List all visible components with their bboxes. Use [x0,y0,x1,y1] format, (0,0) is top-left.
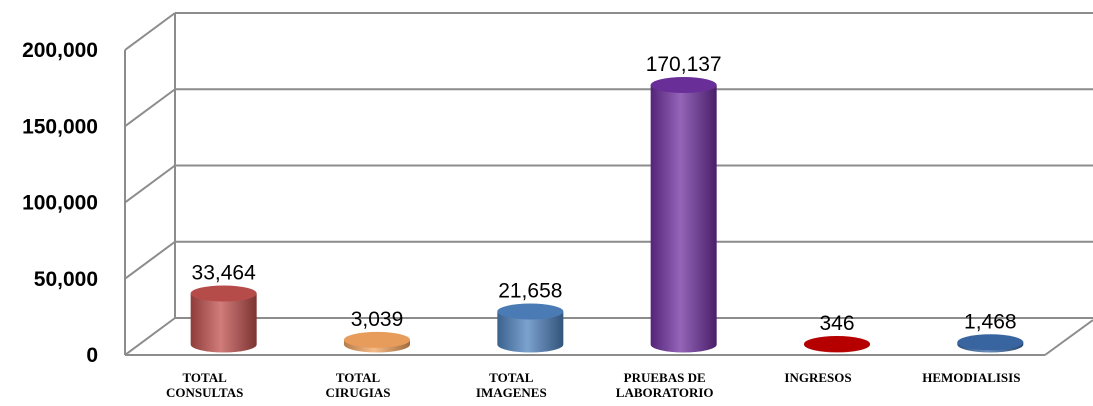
bar-body [650,85,717,353]
gridline-side [124,88,176,128]
chart-gridlines [124,12,1093,356]
bar-top [497,303,564,320]
bar [804,335,870,353]
x-tick-label: TOTAL [183,370,228,385]
floor-right-edge [1044,319,1093,356]
x-tick-label: INGRESOS [784,370,851,385]
y-tick-label: 150,000 [22,115,98,138]
bar-top [804,335,870,352]
y-tick-label: 50,000 [34,268,98,291]
data-label: 346 [819,312,854,335]
data-label: 21,658 [498,279,562,302]
x-axis: TOTALCONSULTASTOTALCIRUGIASTOTALIMAGENES… [166,370,1020,400]
data-label: 33,464 [192,261,257,284]
gridline-side [124,240,176,280]
data-label: 3,039 [351,308,404,331]
x-tick-label: CONSULTAS [166,385,243,400]
bar-top [957,334,1024,351]
bar-top [190,285,257,302]
bar [650,77,717,353]
data-label: 1,468 [964,310,1017,333]
x-tick-label: TOTAL [336,370,381,385]
x-tick-label: PRUEBAS DE [624,370,706,385]
y-tick-label: 0 [86,344,98,367]
data-label: 170,137 [646,53,722,76]
gridline-side [124,317,176,356]
bar-top [650,77,717,94]
bar [957,334,1024,353]
x-tick-label: LABORATORIO [616,385,714,400]
bar [497,303,564,353]
y-tick-label: 100,000 [22,192,98,215]
bar-body [190,293,257,353]
gridline-side [124,164,176,204]
y-tick-label: 200,000 [22,39,98,62]
x-tick-label: HEMODIALISIS [922,370,1020,385]
bar-body [497,311,564,353]
data-labels: 33,464 3,039 21,658 170,137 346 1,468 [192,53,1017,335]
x-tick-label: CIRUGIAS [325,385,390,400]
chart-bars [190,77,1024,353]
bar [190,285,257,353]
bar [344,331,410,353]
x-tick-label: TOTAL [489,370,534,385]
x-tick-label: IMAGENES [476,385,547,400]
bar-top [344,331,410,348]
y-axis: 0 50,000 100,000 150,000 200,000 [22,39,98,367]
gridline-side [124,12,176,51]
